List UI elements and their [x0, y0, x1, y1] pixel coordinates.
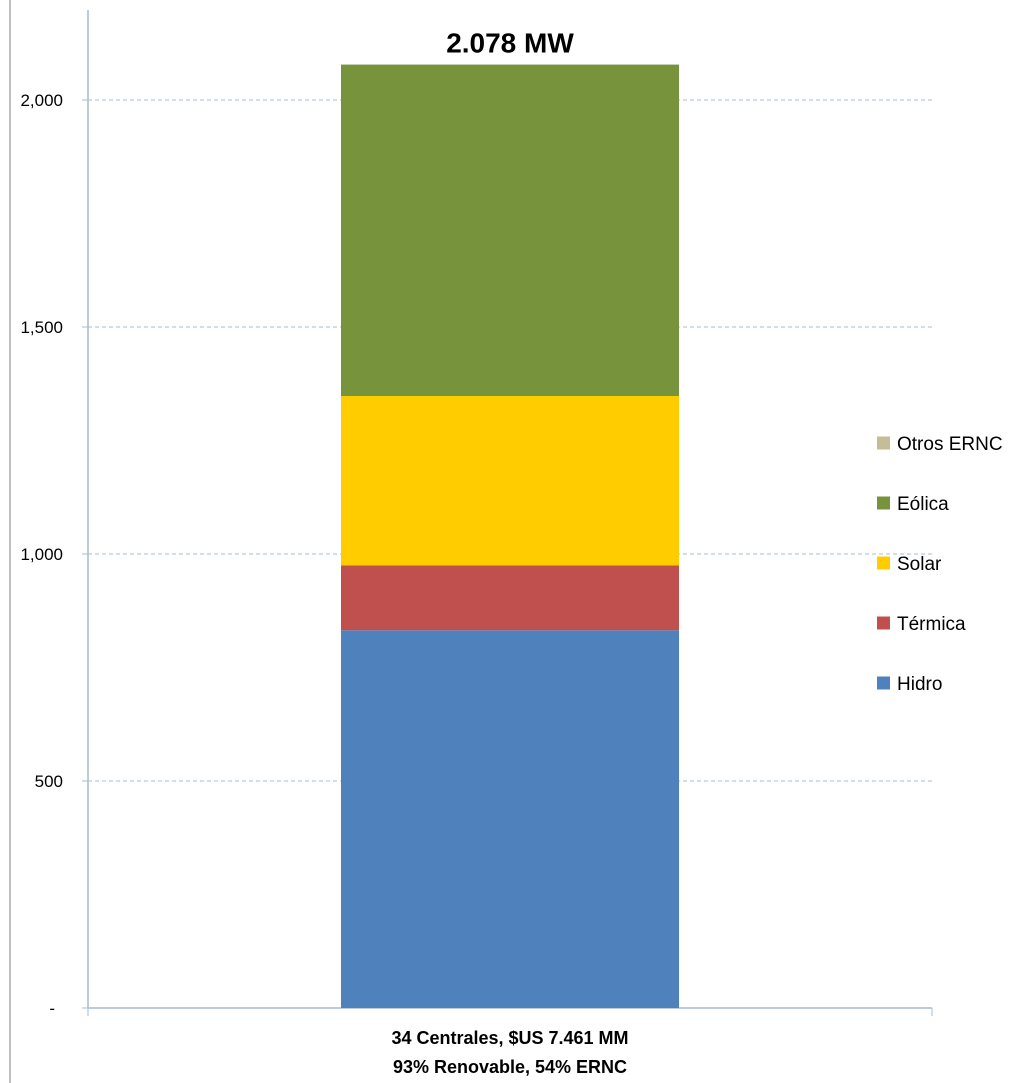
bar-segment-e-lica: [341, 64, 679, 397]
x-category-label-line: 34 Centrales, $US 7.461 MM: [391, 1028, 628, 1048]
legend-swatch: [877, 556, 890, 570]
legend-label: Hidro: [897, 674, 942, 695]
legend-label: Térmica: [897, 614, 966, 635]
legend: Otros ERNC Eólica Solar Térmica Hidro: [877, 434, 1003, 695]
legend-label: Solar: [897, 554, 942, 575]
y-tick-label: 2,000: [20, 91, 63, 110]
y-tick-label: 1,000: [20, 545, 63, 564]
legend-label: Otros ERNC: [897, 434, 1003, 455]
legend-item: Hidro: [877, 674, 942, 695]
legend-item: Solar: [877, 554, 942, 575]
legend-label: Eólica: [897, 494, 949, 515]
y-tick-label: 500: [35, 772, 63, 791]
legend-item: Térmica: [877, 614, 966, 635]
legend-item: Eólica: [877, 494, 949, 515]
y-axis-ticks: - 500 1,000 1,500 2,000: [20, 91, 933, 1018]
y-tick-label: -: [49, 999, 55, 1018]
legend-swatch: [877, 676, 890, 690]
x-category-label-line: 93% Renovable, 54% ERNC: [393, 1057, 627, 1077]
legend-swatch: [877, 496, 890, 510]
bar-segments: [341, 64, 679, 1008]
total-data-label: 2.078 MW: [446, 28, 574, 59]
bar-segment-t-rmica: [341, 565, 679, 631]
x-category-label: 34 Centrales, $US 7.461 MM 93% Renovable,…: [391, 1028, 628, 1077]
bar-segment-hidro: [341, 630, 679, 1008]
legend-swatch: [877, 616, 890, 630]
y-tick-label: 1,500: [20, 318, 63, 337]
legend-swatch: [877, 436, 890, 450]
bar-segment-solar: [341, 396, 679, 566]
legend-item: Otros ERNC: [877, 434, 1003, 455]
